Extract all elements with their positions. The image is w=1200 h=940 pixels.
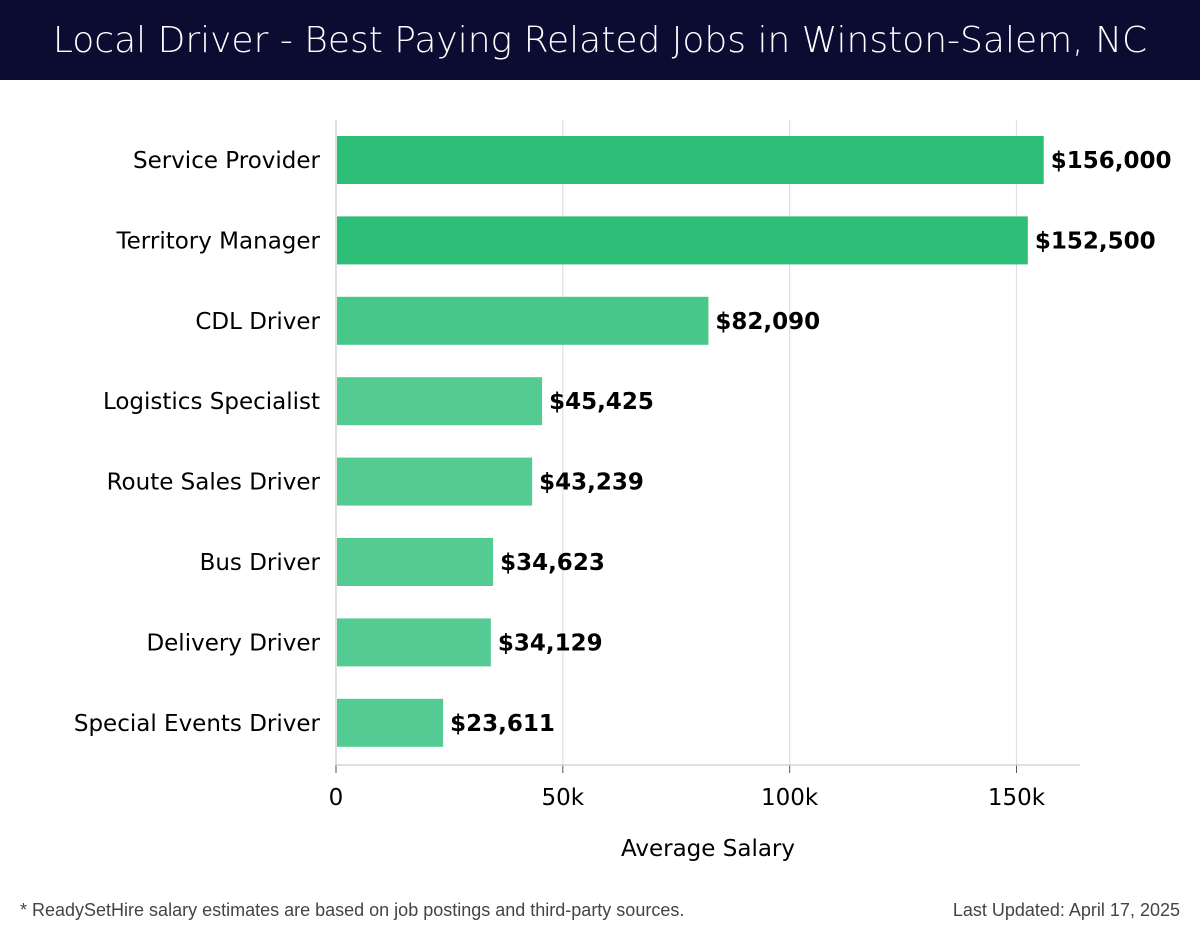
category-label: Special Events Driver <box>74 711 321 737</box>
x-tick-label: 150k <box>988 785 1046 811</box>
value-label: $45,425 <box>549 389 654 415</box>
category-label: Service Provider <box>133 148 321 174</box>
category-label: Logistics Specialist <box>103 389 320 415</box>
category-label: Delivery Driver <box>146 630 320 656</box>
category-label: CDL Driver <box>195 309 320 335</box>
chart-title: Local Driver - Best Paying Related Jobs … <box>52 19 1148 61</box>
bar-special-events-driver <box>337 698 444 747</box>
value-label: $34,129 <box>498 630 603 656</box>
value-label: $156,000 <box>1051 148 1172 174</box>
x-axis: 0 50k 100k 150k <box>329 120 1080 811</box>
footer-disclaimer: * ReadySetHire salary estimates are base… <box>20 900 685 920</box>
bar-delivery-driver <box>337 618 491 667</box>
value-label: $43,239 <box>539 470 644 496</box>
bar-logistics-specialist <box>337 377 543 426</box>
value-label: $82,090 <box>715 309 820 335</box>
x-tick-label: 100k <box>761 785 819 811</box>
bar-cdl-driver <box>337 296 709 345</box>
bar-service-provider <box>337 136 1044 184</box>
chart-header: Local Driver - Best Paying Related Jobs … <box>0 0 1200 80</box>
category-label: Territory Manager <box>116 228 321 254</box>
bar-bus-driver <box>337 538 494 586</box>
bars: Service Provider $156,000 Territory Manage… <box>74 136 1172 747</box>
salary-bar-chart: Service Provider $156,000 Territory Manage… <box>74 120 1172 862</box>
bar-territory-manager <box>337 216 1028 265</box>
value-label: $34,623 <box>500 550 605 576</box>
value-label: $23,611 <box>450 711 555 737</box>
category-label: Bus Driver <box>200 550 321 576</box>
value-label: $152,500 <box>1035 228 1156 254</box>
x-tick-label: 50k <box>542 785 585 811</box>
x-tick-label: 0 <box>329 785 344 811</box>
footer-last-updated: Last Updated: April 17, 2025 <box>952 900 1180 920</box>
category-label: Route Sales Driver <box>107 470 321 496</box>
bar-route-sales-driver <box>337 457 533 506</box>
x-axis-title: Average Salary <box>621 836 795 862</box>
